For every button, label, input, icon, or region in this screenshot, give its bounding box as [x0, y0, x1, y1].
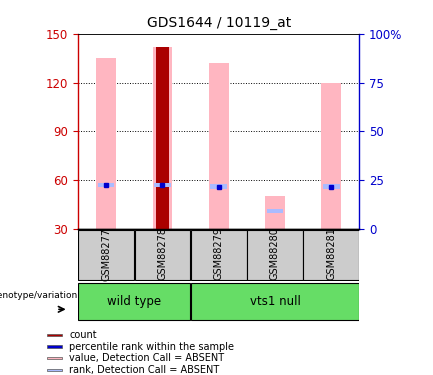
- FancyBboxPatch shape: [191, 284, 359, 320]
- Bar: [96, 58, 116, 229]
- Bar: [154, 183, 171, 187]
- FancyBboxPatch shape: [191, 230, 246, 280]
- Text: GSM88279: GSM88279: [213, 228, 224, 280]
- Text: GSM88280: GSM88280: [270, 228, 280, 280]
- Bar: [156, 47, 168, 229]
- Bar: [265, 196, 285, 229]
- Bar: [47, 357, 62, 359]
- FancyBboxPatch shape: [78, 284, 190, 320]
- FancyBboxPatch shape: [135, 230, 190, 280]
- Text: rank, Detection Call = ABSENT: rank, Detection Call = ABSENT: [69, 365, 220, 375]
- Bar: [152, 47, 172, 229]
- Text: count: count: [69, 330, 97, 340]
- Bar: [210, 184, 227, 189]
- FancyBboxPatch shape: [304, 230, 359, 280]
- FancyBboxPatch shape: [247, 230, 303, 280]
- Text: wild type: wild type: [107, 296, 162, 308]
- Text: GSM88281: GSM88281: [326, 228, 336, 280]
- Text: GSM88278: GSM88278: [157, 228, 168, 280]
- Text: vts1 null: vts1 null: [249, 296, 301, 308]
- Bar: [47, 334, 62, 336]
- Text: value, Detection Call = ABSENT: value, Detection Call = ABSENT: [69, 353, 225, 363]
- Bar: [98, 183, 114, 187]
- Title: GDS1644 / 10119_at: GDS1644 / 10119_at: [146, 16, 291, 30]
- Text: percentile rank within the sample: percentile rank within the sample: [69, 342, 234, 352]
- Bar: [323, 184, 339, 189]
- Bar: [47, 369, 62, 372]
- Bar: [321, 82, 341, 229]
- Bar: [267, 209, 283, 213]
- FancyBboxPatch shape: [78, 230, 134, 280]
- Bar: [209, 63, 229, 229]
- Text: genotype/variation: genotype/variation: [0, 291, 78, 300]
- Text: GSM88277: GSM88277: [101, 227, 111, 280]
- Bar: [47, 345, 62, 348]
